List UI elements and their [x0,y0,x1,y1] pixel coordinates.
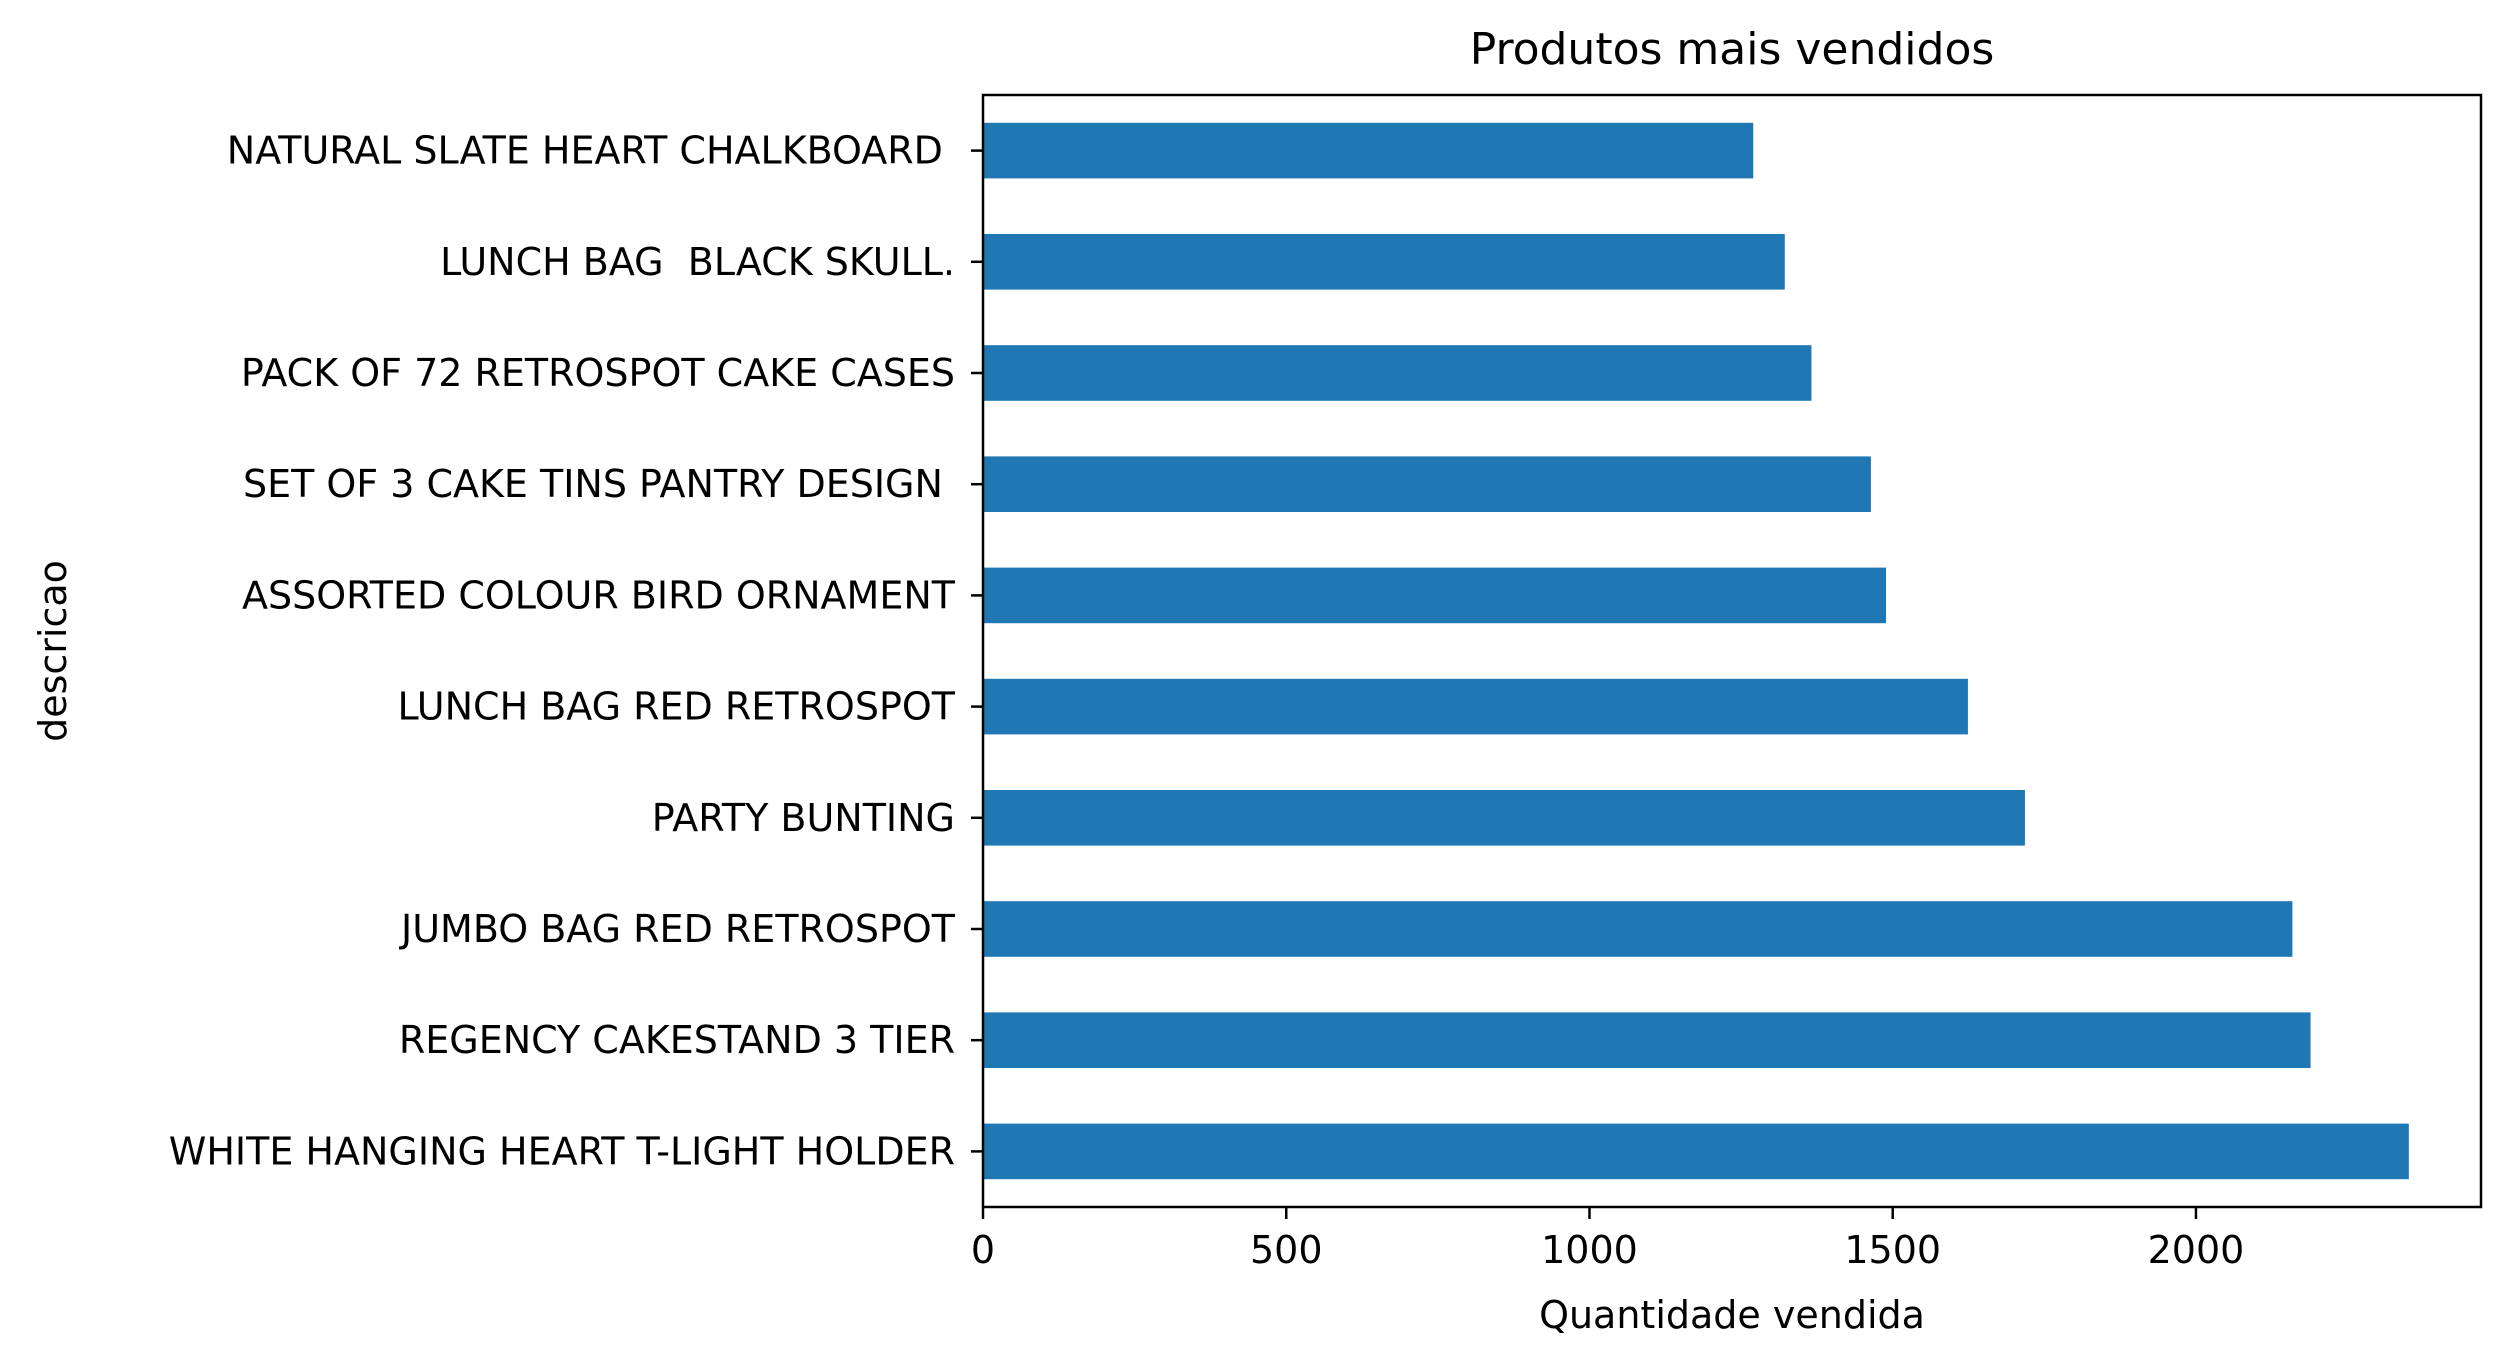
x-tick-label-5: 2000 [2148,1228,2245,1272]
chart-title: Produtos mais vendidos [1470,24,1995,75]
x-axis-label: Quantidade vendida [1539,1293,1925,1337]
y-tick-label-9: REGENCY CAKESTAND 3 TIER [399,1018,955,1062]
bars-layer [983,122,2409,1180]
bar-2 [983,234,1785,290]
y-tick-label-8: JUMBO BAG RED RETROSPOT [399,907,956,951]
x-tick-label-1: 0 [971,1228,995,1272]
bar-7 [983,790,2025,846]
x-tick-label-3: 1000 [1541,1228,1638,1272]
bar-10 [983,1123,2409,1180]
y-tick-label-3: PACK OF 72 RETROSPOT CAKE CASES [241,351,955,395]
bar-4 [983,456,1871,512]
y-tick-label-7: PARTY BUNTING [652,796,955,840]
bar-5 [983,567,1887,624]
y-tick-label-6: LUNCH BAG RED RETROSPOT [398,685,956,729]
bar-6 [983,678,1968,735]
y-tick-label-2: LUNCH BAG BLACK SKULL. [440,240,955,284]
y-tick-label-5: ASSORTED COLOUR BIRD ORNAMENT [242,573,956,617]
y-tick-label-1: NATURAL SLATE HEART CHALKBOARD [227,129,955,173]
x-axis: 0 500 1000 1500 2000 [971,1207,2244,1272]
bar-9 [983,1012,2311,1068]
bar-8 [983,901,2293,957]
x-tick-label-2: 500 [1250,1228,1323,1272]
bar-1 [983,122,1754,179]
plot-frame [981,93,2483,1209]
y-axis: NATURAL SLATE HEART CHALKBOARD LUNCH BAG… [169,129,983,1173]
bar-3 [983,345,1812,401]
x-tick-label-4: 1500 [1844,1228,1941,1272]
y-axis-label: descricao [31,560,75,742]
y-tick-label-4: SET OF 3 CAKE TINS PANTRY DESIGN [243,462,955,506]
y-tick-label-10: WHITE HANGING HEART T-LIGHT HOLDER [169,1129,955,1173]
